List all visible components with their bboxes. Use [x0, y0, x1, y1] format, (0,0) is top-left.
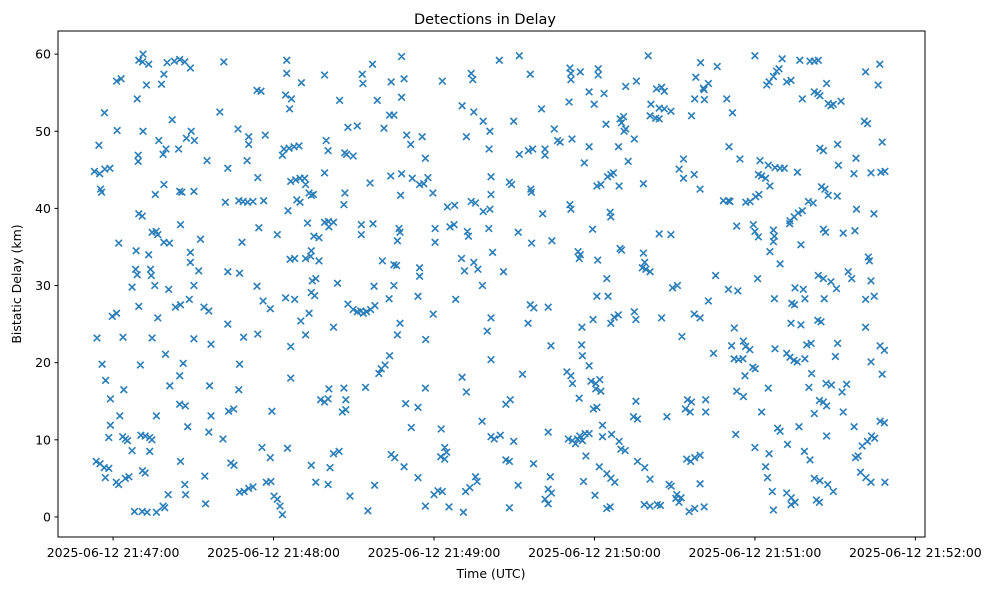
y-tick-label: 30: [35, 278, 51, 293]
x-axis-ticks: 2025-06-12 21:47:00 2025-06-12 21:48:00 20…: [47, 537, 982, 560]
scatter-marker-path: [90, 50, 889, 519]
x-tick-label: 2025-06-12 21:50:00: [528, 545, 661, 560]
chart-title: Detections in Delay: [414, 12, 556, 28]
x-tick-label: 2025-06-12 21:51:00: [689, 545, 822, 560]
x-tick-label: 2025-06-12 21:48:00: [207, 545, 340, 560]
scatter-markers: [90, 50, 889, 519]
y-tick-label: 0: [43, 509, 51, 524]
y-tick-label: 50: [35, 124, 51, 139]
x-tick-label: 2025-06-12 21:52:00: [849, 545, 982, 560]
y-axis-label: Bistatic Delay (km): [9, 224, 24, 343]
x-tick-label: 2025-06-12 21:47:00: [47, 545, 180, 560]
y-tick-label: 20: [35, 355, 51, 370]
y-tick-label: 60: [35, 47, 51, 62]
x-axis-label: Time (UTC): [455, 566, 525, 581]
y-tick-label: 10: [35, 432, 51, 447]
x-tick-label: 2025-06-12 21:49:00: [368, 545, 501, 560]
y-tick-label: 40: [35, 201, 51, 216]
y-axis-ticks: 0 10 20 30 40 50 60: [35, 47, 58, 524]
axes-frame: [57, 30, 926, 538]
